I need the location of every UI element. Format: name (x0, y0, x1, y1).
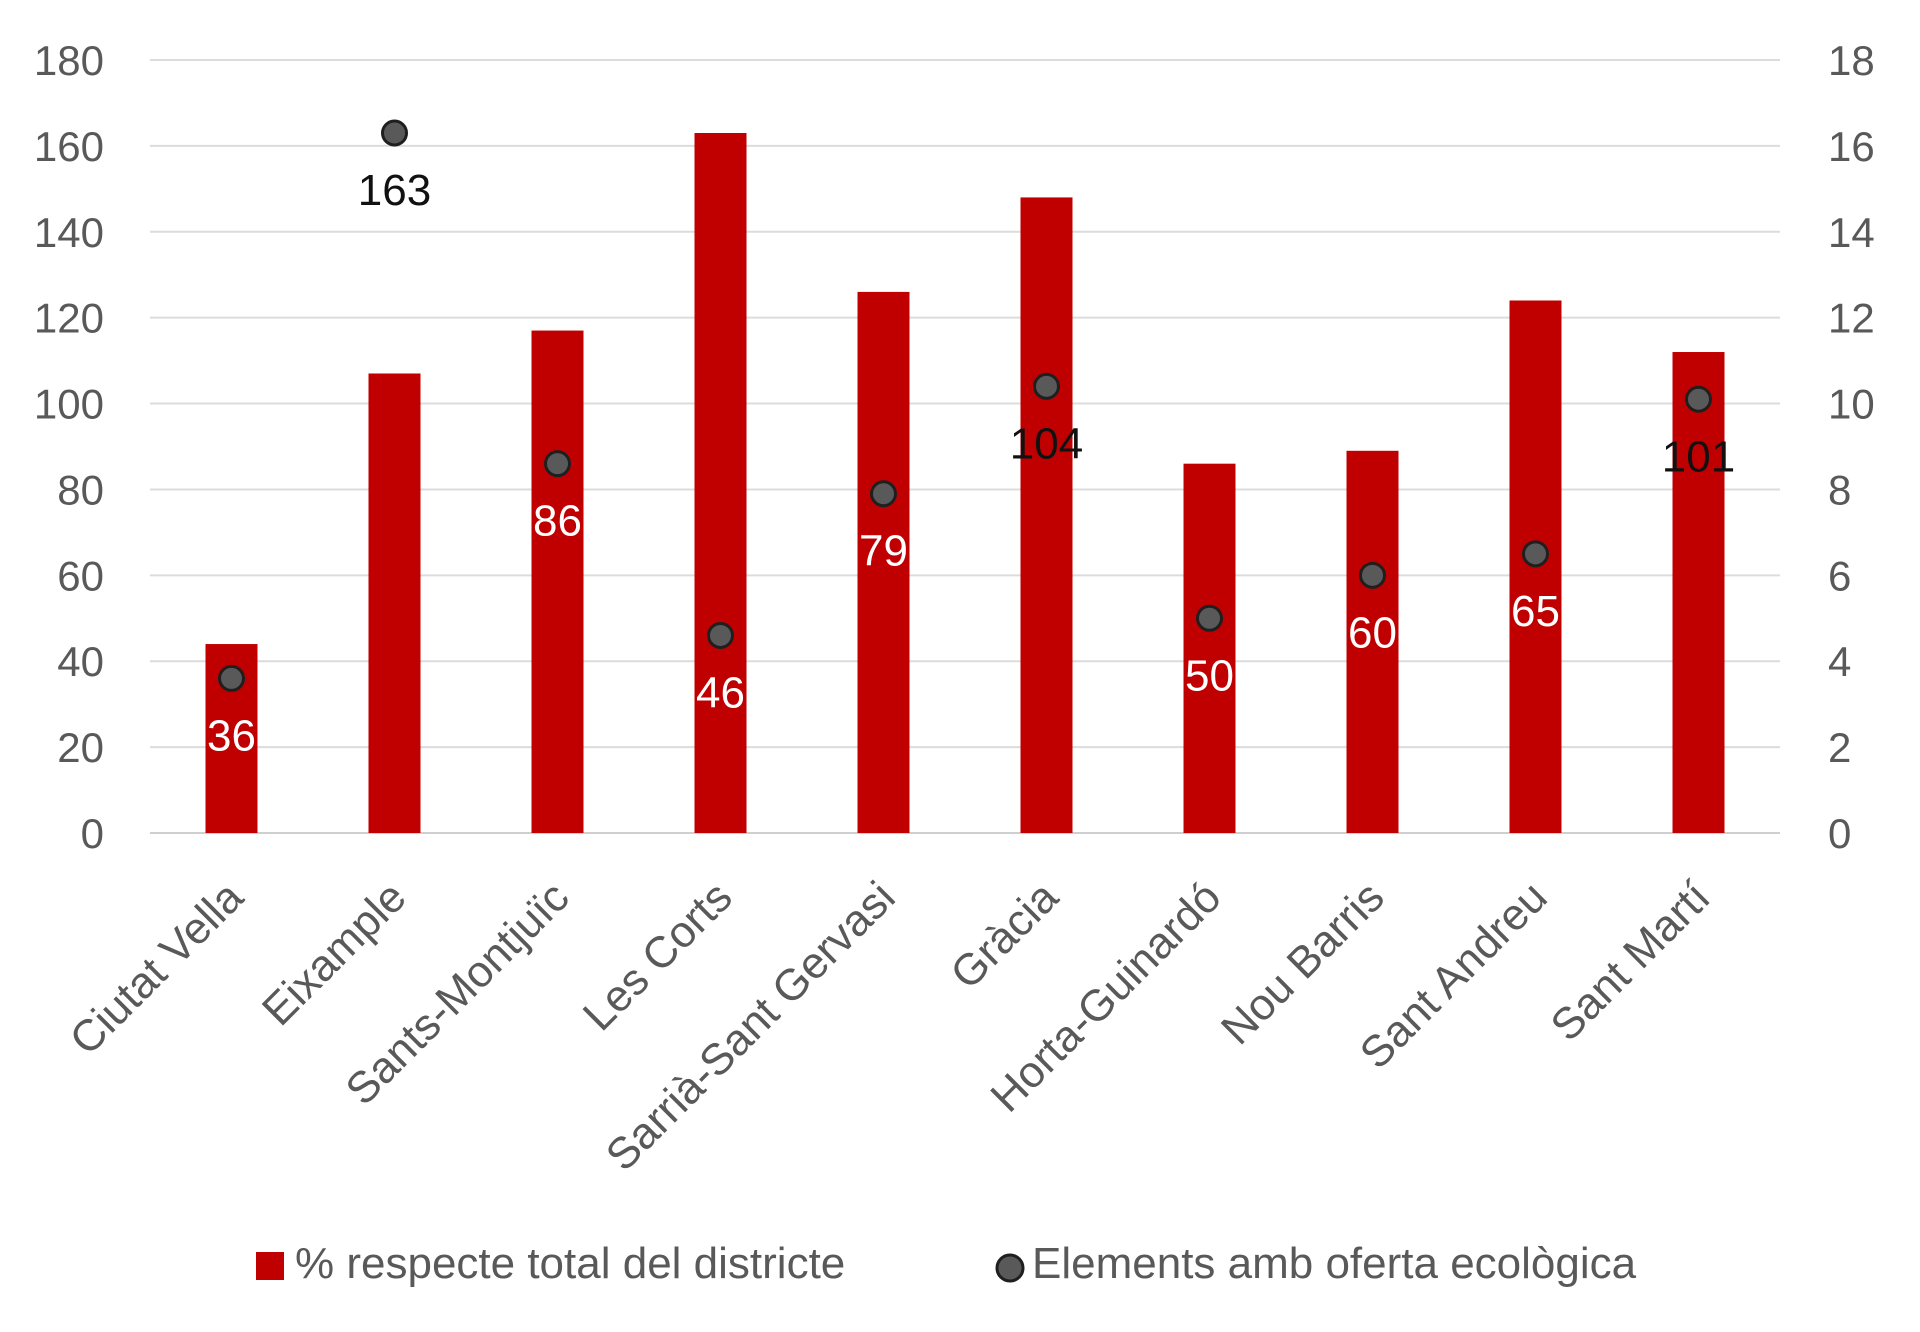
data-label: 101 (1662, 432, 1735, 481)
bar-series (205, 133, 1725, 833)
legend: % respecte total del districte Elements … (256, 1239, 1637, 1288)
left-tick-label: 160 (34, 123, 104, 170)
right-tick-label: 0 (1828, 810, 1851, 857)
data-point (870, 480, 897, 508)
left-tick-label: 80 (57, 466, 104, 513)
bar (1183, 463, 1236, 833)
right-tick-label: 14 (1828, 209, 1875, 256)
data-point (1033, 372, 1060, 400)
data-label: 50 (1185, 651, 1234, 700)
legend-bar-swatch (256, 1252, 284, 1280)
gridlines (150, 59, 1780, 834)
data-point (1522, 540, 1549, 568)
data-point (1196, 604, 1223, 632)
data-label: 163 (358, 166, 431, 215)
data-label: 60 (1348, 608, 1397, 657)
right-tick-label: 4 (1828, 638, 1851, 685)
bar (1020, 197, 1073, 833)
right-tick-label: 8 (1828, 466, 1851, 513)
left-tick-label: 20 (57, 724, 104, 771)
legend-point-label: Elements amb oferta ecològica (1032, 1239, 1637, 1288)
data-label: 65 (1511, 587, 1560, 636)
right-tick-label: 16 (1828, 123, 1875, 170)
data-label: 36 (207, 711, 256, 760)
category-label: Sant Martí (1541, 872, 1720, 1051)
category-label: Gràcia (941, 872, 1068, 999)
data-point (381, 119, 408, 147)
right-tick-label: 12 (1828, 295, 1875, 342)
data-point (1685, 385, 1712, 413)
right-tick-label: 10 (1828, 381, 1875, 428)
category-label: Eixample (253, 872, 416, 1035)
bar (368, 373, 421, 833)
data-label: 79 (859, 527, 908, 576)
data-label: 86 (533, 497, 582, 546)
right-axis: 0 2 4 6 8 10 12 14 16 18 (1828, 37, 1875, 857)
left-tick-label: 120 (34, 295, 104, 342)
category-label: Ciutat Vella (61, 872, 253, 1064)
data-point (1359, 561, 1386, 589)
right-tick-label: 18 (1828, 37, 1875, 84)
right-tick-label: 2 (1828, 724, 1851, 771)
left-tick-label: 60 (57, 552, 104, 599)
left-tick-label: 140 (34, 209, 104, 256)
left-axis: 0 20 40 60 80 100 120 140 160 180 (34, 37, 104, 857)
legend-bar-label: % respecte total del districte (295, 1239, 845, 1288)
category-label: Les Corts (574, 872, 742, 1040)
left-tick-label: 0 (81, 810, 104, 857)
right-tick-label: 6 (1828, 552, 1851, 599)
left-tick-label: 100 (34, 381, 104, 428)
bar (857, 291, 910, 833)
data-label: 46 (696, 668, 745, 717)
bar (1346, 450, 1399, 833)
bar (531, 330, 584, 833)
data-point (218, 664, 245, 692)
data-labels: 36 163 86 46 79 104 50 60 65 101 (207, 166, 1735, 760)
left-tick-label: 40 (57, 638, 104, 685)
left-tick-label: 180 (34, 37, 104, 84)
data-point (544, 450, 571, 478)
point-series (218, 119, 1712, 692)
legend-point-swatch (995, 1253, 1025, 1283)
data-point (707, 621, 734, 649)
data-label: 104 (1010, 419, 1083, 468)
bar (1672, 352, 1725, 833)
bar (694, 133, 747, 833)
category-label: Sarrià-Sant Gervasi (597, 872, 905, 1180)
